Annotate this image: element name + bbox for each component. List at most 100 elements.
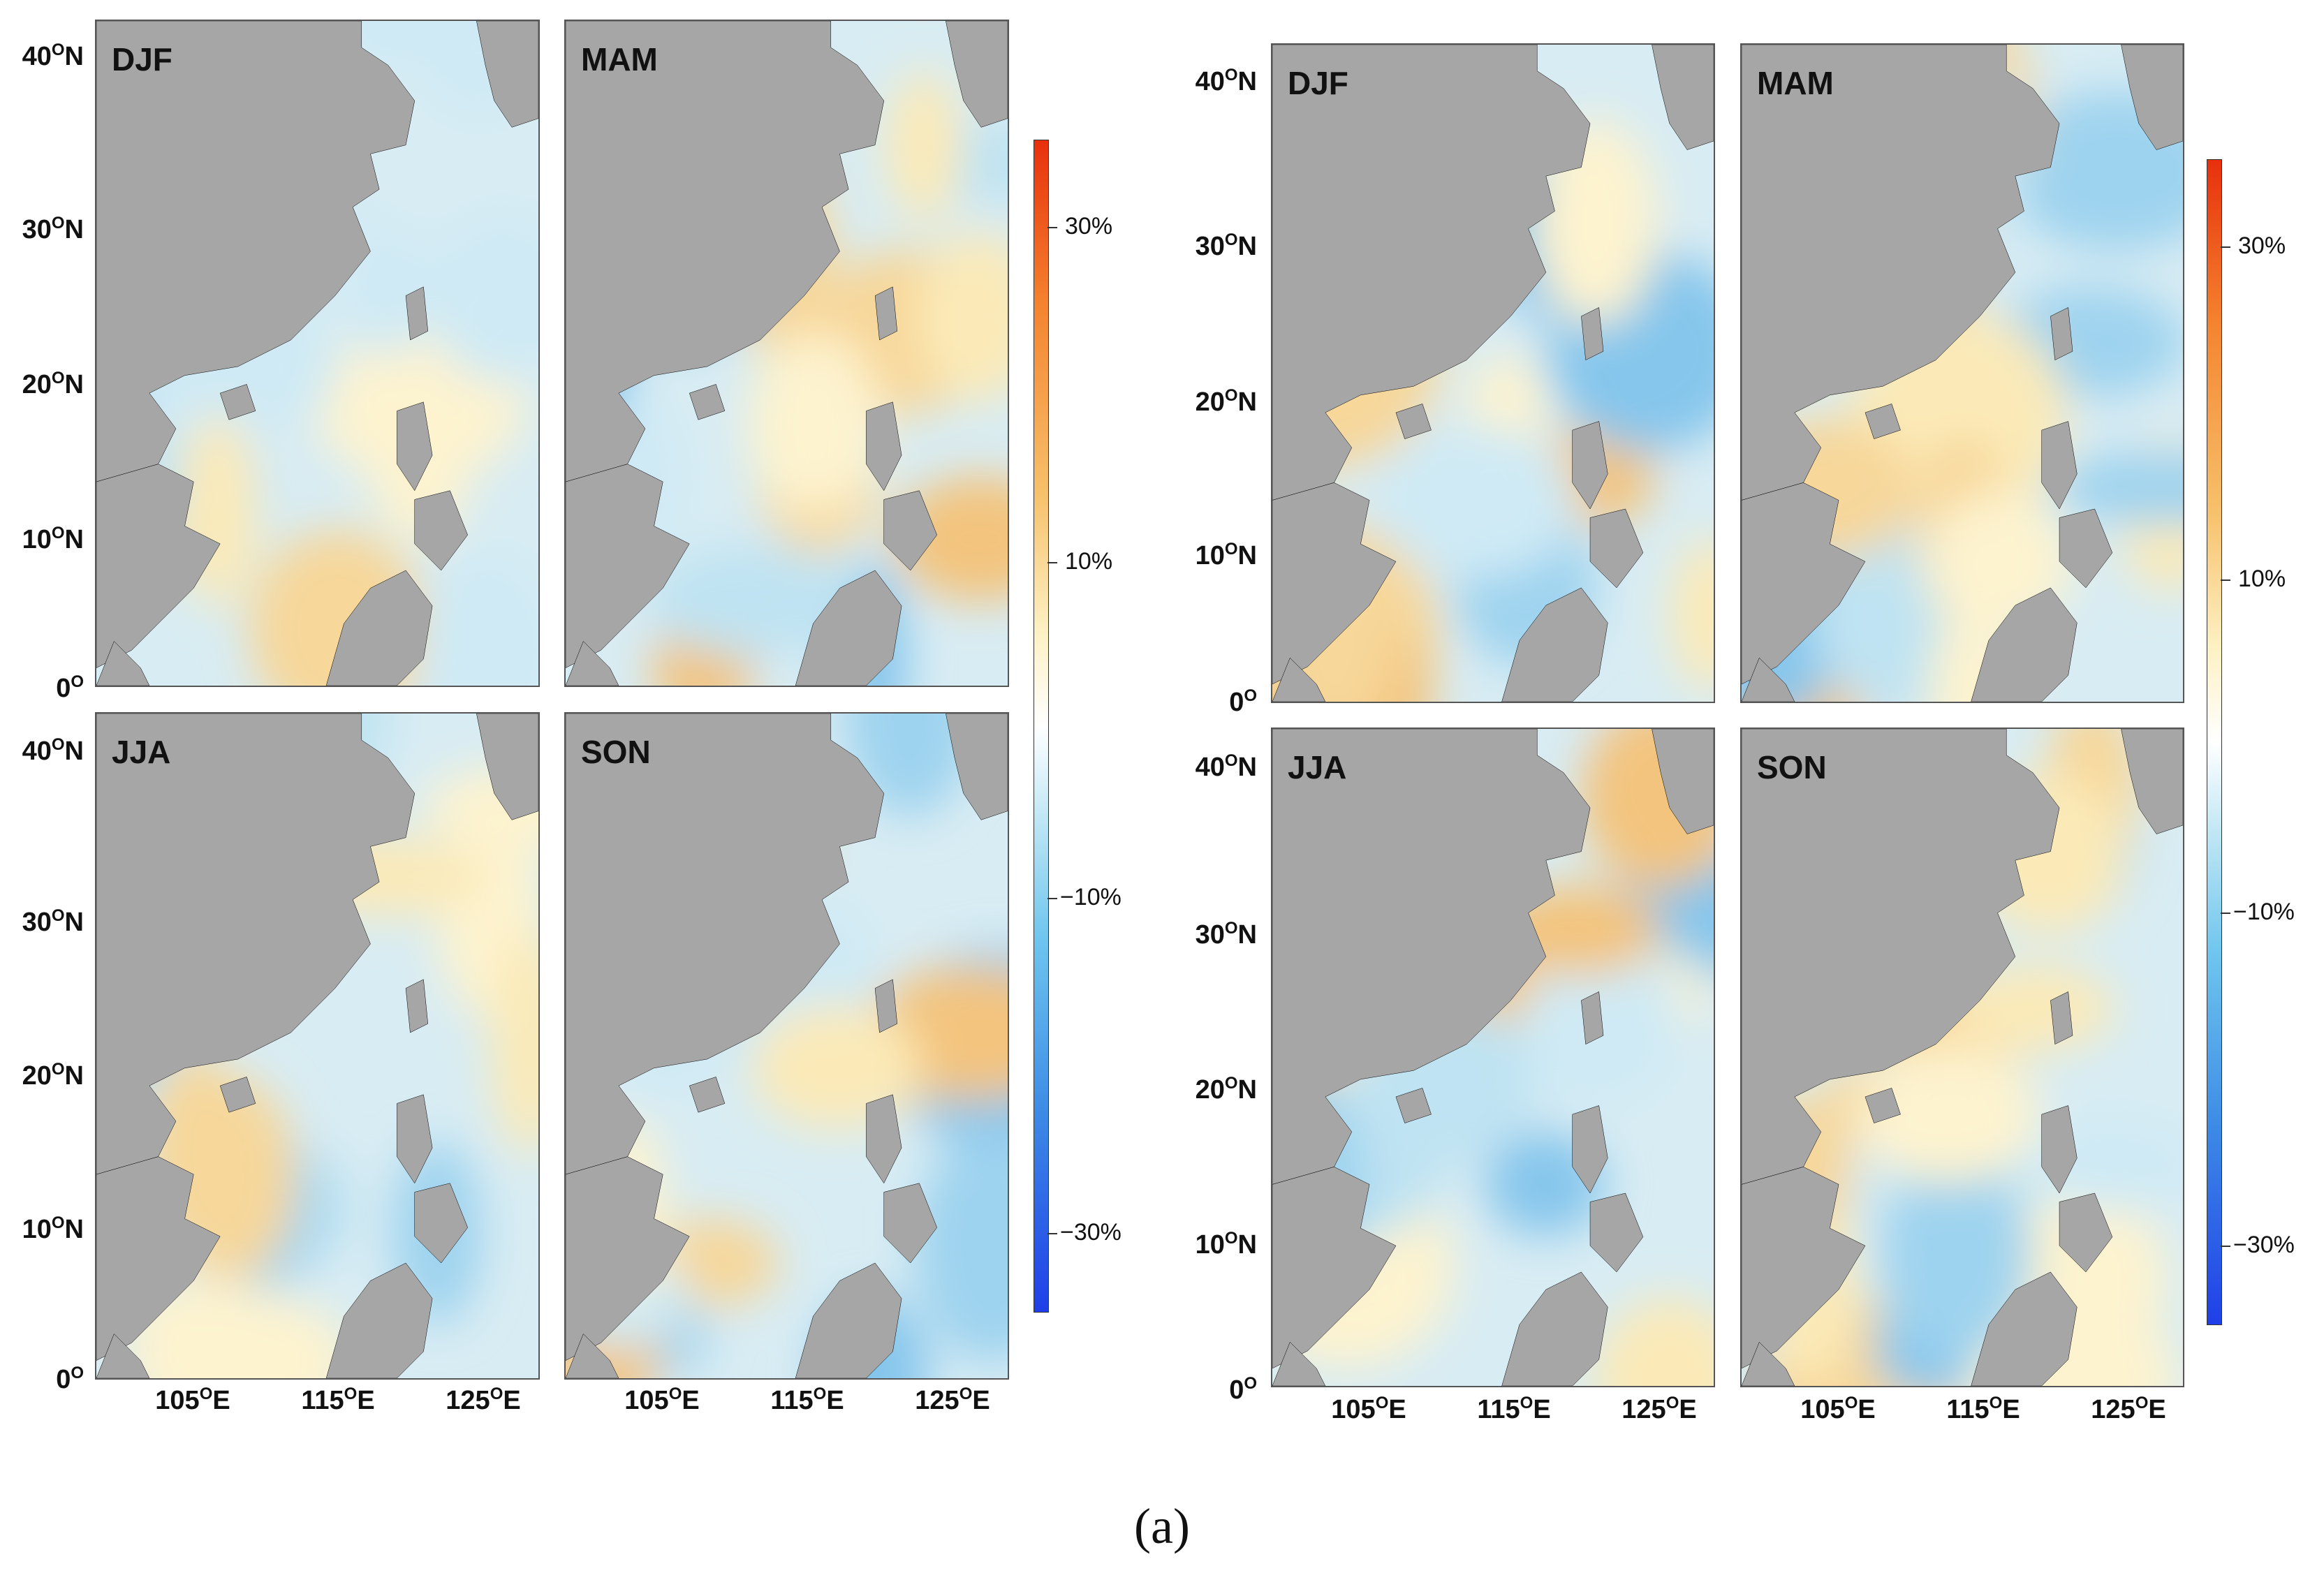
philippines-south	[884, 1183, 937, 1263]
map-panel-son: SON	[564, 712, 1009, 1380]
season-label: MAM	[1757, 65, 1834, 101]
taiwan-island	[1581, 307, 1603, 360]
season-label: DJF	[112, 41, 172, 77]
borneo	[795, 570, 902, 686]
lat-label: 30ON	[1195, 919, 1257, 950]
map-canvas	[566, 714, 1008, 1378]
colorbar-tick	[1047, 898, 1057, 899]
korea-peninsula	[1652, 729, 1714, 834]
luzon-island	[397, 1095, 432, 1183]
sumatra-malaya	[1272, 1342, 1325, 1386]
lat-label: 0O	[1229, 686, 1257, 717]
philippines-south	[884, 491, 937, 570]
map-panel-mam: MAM	[564, 20, 1009, 687]
sumatra-malaya	[96, 642, 149, 686]
lat-label: 40ON	[22, 735, 84, 766]
lat-label: 40ON	[22, 40, 84, 71]
luzon-island	[2042, 422, 2077, 509]
lat-label: 10ON	[1195, 540, 1257, 570]
lon-label: 115OE	[770, 1384, 844, 1415]
korea-peninsula	[1652, 45, 1714, 150]
lat-label: 0O	[56, 672, 84, 703]
lon-label: 115OE	[301, 1384, 375, 1415]
map-canvas	[96, 714, 538, 1378]
lat-label: 30ON	[1195, 230, 1257, 261]
luzon-island	[1573, 422, 1608, 509]
anomaly-blob	[1594, 1297, 1714, 1386]
korea-peninsula	[2121, 45, 2183, 150]
korea-peninsula	[476, 714, 538, 820]
anomaly-blob	[2052, 450, 2183, 526]
anomaly-blob	[747, 334, 883, 515]
colorbar-tick	[1047, 227, 1057, 228]
sumatra-malaya	[96, 1334, 149, 1378]
lat-label: 20ON	[22, 369, 84, 399]
colorbar	[1034, 140, 1049, 1313]
map-panel-son: SON	[1740, 728, 2184, 1387]
china-mainland	[1272, 45, 1590, 500]
anomaly-blob	[751, 1005, 922, 1130]
colorbar-tick	[1047, 1233, 1057, 1234]
taiwan-island	[406, 980, 428, 1033]
hainan-island	[220, 384, 256, 420]
borneo	[1502, 1272, 1608, 1386]
philippines-south	[415, 1183, 468, 1263]
season-label: JJA	[112, 734, 171, 770]
china-mainland	[96, 714, 415, 1174]
lat-label: 40ON	[1195, 66, 1257, 96]
lat-label: 0O	[56, 1364, 84, 1394]
lon-label: 105OE	[624, 1384, 700, 1415]
map-canvas	[1742, 729, 2183, 1386]
map-canvas	[1272, 45, 1714, 702]
lat-label: 0O	[1229, 1374, 1257, 1405]
left-map-group: 40ON 30ON 20ON 10ON 0O 40ON 30ON 20ON 10…	[0, 0, 1159, 1431]
lon-label: 115OE	[1477, 1394, 1551, 1424]
china-mainland	[1742, 729, 2059, 1184]
korea-peninsula	[946, 714, 1008, 820]
lat-label: 10ON	[22, 1213, 84, 1244]
anomaly-blob	[1670, 537, 1714, 691]
colorbar-tick-label: −30%	[2233, 1232, 2295, 1258]
korea-peninsula	[476, 21, 538, 127]
anomaly-blob	[1856, 1045, 2040, 1183]
anomaly-blob	[1880, 1152, 2032, 1361]
anomaly-blob	[1955, 964, 2115, 1051]
lon-label: 105OE	[155, 1384, 230, 1415]
season-label: JJA	[1288, 749, 1347, 785]
borneo	[326, 570, 432, 686]
colorbar-tick-label: 30%	[2238, 232, 2286, 259]
lon-label: 105OE	[1331, 1394, 1406, 1424]
lat-label: 20ON	[22, 1060, 84, 1091]
lat-label: 30ON	[22, 214, 84, 244]
lon-label: 105OE	[1800, 1394, 1876, 1424]
colorbar	[2207, 159, 2222, 1325]
sumatra-malaya	[566, 642, 619, 686]
hainan-island	[1865, 404, 1901, 438]
taiwan-island	[406, 287, 428, 340]
map-canvas	[1742, 45, 2183, 702]
lon-label: 125OE	[2091, 1394, 2166, 1424]
colorbar-tick	[2221, 246, 2230, 248]
map-panel-mam: MAM	[1740, 43, 2184, 703]
anomaly-blob	[914, 1132, 1008, 1364]
hainan-island	[1396, 404, 1432, 438]
korea-peninsula	[2121, 729, 2183, 834]
lat-label: 10ON	[1195, 1229, 1257, 1260]
anomaly-blob	[1371, 425, 1578, 578]
lat-label: 10ON	[22, 524, 84, 554]
hainan-island	[1865, 1088, 1901, 1123]
colorbar-tick	[2221, 1246, 2230, 1247]
luzon-island	[866, 402, 902, 491]
philippines-south	[1590, 509, 1643, 588]
sumatra-malaya	[1272, 658, 1325, 702]
lat-label: 40ON	[1195, 751, 1257, 782]
colorbar-tick-label: −10%	[2233, 899, 2295, 925]
sumatra-malaya	[566, 1334, 619, 1378]
colorbar-tick-label: −30%	[1060, 1219, 1121, 1246]
luzon-island	[397, 402, 432, 491]
luzon-island	[2042, 1106, 2077, 1193]
map-panel-djf: DJF	[1271, 43, 1715, 703]
philippines-south	[1590, 1193, 1643, 1272]
anomaly-blob	[415, 551, 538, 686]
taiwan-island	[2050, 991, 2073, 1044]
